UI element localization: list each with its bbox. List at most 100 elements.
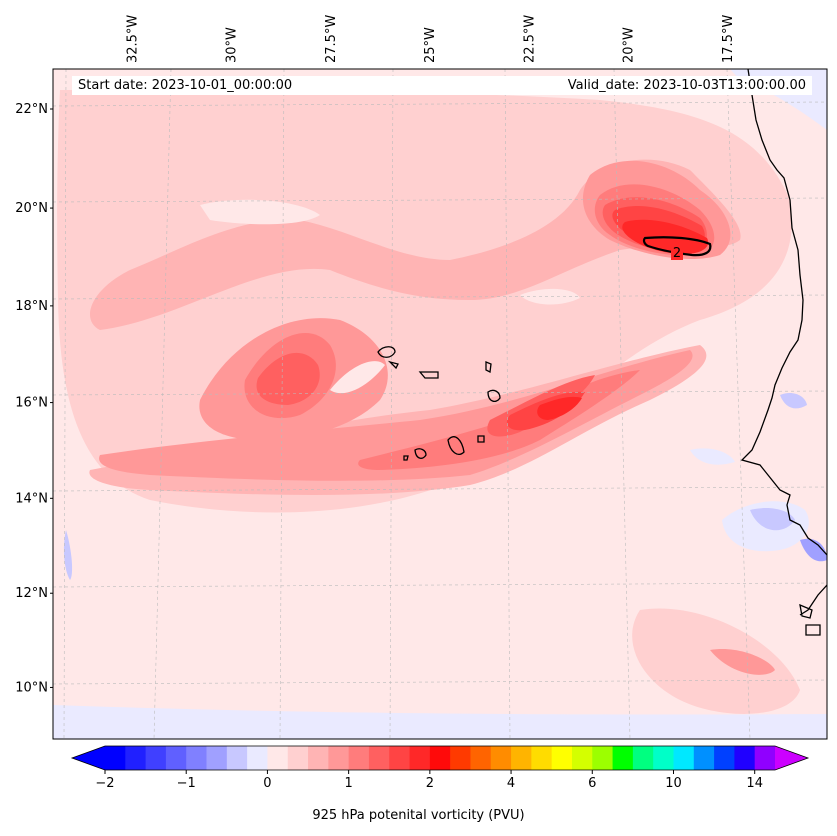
longitude-label: 20°W	[622, 27, 637, 63]
colorbar-bin	[389, 746, 411, 770]
colorbar-bin	[267, 746, 289, 770]
colorbar-bin	[714, 746, 735, 770]
latitude-label: 10°N	[15, 680, 48, 695]
colorbar-bin	[409, 746, 431, 770]
pv-contour-line	[642, 236, 712, 257]
colorbar-tick-label: 6	[588, 776, 596, 791]
latitude-label: 20°N	[15, 201, 48, 216]
negative-pv-area	[63, 530, 73, 580]
island	[805, 624, 821, 636]
positive-pv-area	[90, 159, 741, 330]
coastlines	[377, 69, 827, 636]
africa-coastline	[740, 69, 827, 556]
low-pv-area	[330, 361, 385, 394]
valid-date-label: Valid_date: 2023-10-03T13:00:00.00	[502, 76, 812, 95]
positive-pv-area	[710, 649, 775, 675]
colorbar-tick-label: −2	[95, 776, 114, 791]
colorbar-bin	[571, 746, 593, 770]
colorbar-tick-label: 1	[344, 776, 352, 791]
island	[414, 448, 427, 459]
longitude-label: 30°W	[225, 27, 240, 63]
colorbar-tick-label: 10	[665, 776, 682, 791]
positive-pv-area	[99, 350, 693, 481]
island	[377, 346, 396, 358]
colorbar-bin	[125, 746, 147, 770]
pv-contour-label: 2	[673, 246, 681, 261]
longitude-label: 25°W	[423, 27, 438, 63]
colorbar: −2 −1 0 1 2 4 6 10 14	[70, 745, 810, 791]
colorbar-bin	[328, 746, 350, 770]
low-pv-area	[520, 288, 580, 305]
longitude-label: 32.5°W	[125, 15, 140, 63]
colorbar-bin	[693, 746, 715, 770]
longitude-labels: 32.5°W 30°W 27.5°W 25°W 22.5°W 20°W 17.5°W	[125, 15, 735, 63]
colorbar-label: 925 hPa potenital vorticity (PVU)	[312, 808, 525, 823]
map-frame	[52, 68, 828, 740]
coastline-segment	[799, 584, 827, 616]
longitude-label: 27.5°W	[324, 15, 339, 63]
latitude-label: 14°N	[15, 491, 48, 506]
colorbar-bin	[429, 746, 451, 770]
island	[447, 436, 465, 455]
colorbar-bin	[612, 746, 634, 770]
colorbar-bin	[186, 746, 208, 770]
colorbar-bin	[450, 746, 471, 770]
colorbar-bin	[632, 746, 654, 770]
colorbar-under-arrow	[72, 746, 105, 770]
colorbar-bin	[145, 746, 167, 770]
colorbar-bin	[551, 746, 573, 770]
colorbar-over-arrow	[775, 746, 808, 770]
negative-pv-area	[780, 393, 807, 409]
colorbar-bin	[592, 746, 614, 770]
low-pv-area	[150, 569, 300, 590]
colorbar-bin	[673, 746, 695, 770]
negative-pv-area	[800, 538, 827, 562]
start-date-label: Start date: 2023-10-01_00:00:00	[72, 76, 508, 95]
island	[485, 361, 492, 373]
colorbar-tick-label: −1	[177, 776, 196, 791]
latitude-label: 18°N	[15, 299, 48, 314]
colorbar-bin	[490, 746, 512, 770]
colorbar-bin	[511, 746, 532, 770]
low-pv-area	[200, 199, 320, 225]
colorbar-bin	[226, 746, 248, 770]
pv-shading	[53, 69, 827, 739]
colorbar-bin	[247, 746, 268, 770]
colorbar-tick-label: 4	[507, 776, 515, 791]
colorbar-bin	[470, 746, 492, 770]
latitude-label: 22°N	[15, 102, 48, 117]
longitude-label: 17.5°W	[721, 15, 736, 63]
colorbar-bin	[653, 746, 674, 770]
positive-pv-area	[632, 608, 800, 714]
island	[387, 360, 399, 370]
map-area: 2	[52, 68, 828, 740]
colorbar-bin	[165, 746, 187, 770]
colorbar-bin	[754, 746, 776, 770]
colorbar-bin	[531, 746, 553, 770]
colorbar-bin	[105, 746, 126, 770]
colorbar-tick-label: 14	[746, 776, 763, 791]
latitude-labels: 22°N 20°N 18°N 16°N 14°N 12°N 10°N	[15, 102, 53, 695]
latitude-label: 12°N	[15, 586, 48, 601]
colorbar-bin	[206, 746, 228, 770]
colorbar-bin	[287, 746, 309, 770]
colorbar-bin	[348, 746, 370, 770]
colorbar-tick-label: 0	[263, 776, 271, 791]
colorbar-bin	[368, 746, 390, 770]
longitude-label: 22.5°W	[522, 15, 537, 63]
island	[487, 389, 501, 403]
negative-pv-area	[750, 508, 795, 531]
positive-pv-area	[256, 352, 320, 405]
island	[477, 435, 485, 443]
positive-pv-area	[537, 396, 582, 420]
gridlines	[53, 69, 827, 739]
island	[403, 455, 409, 461]
island	[799, 603, 813, 619]
negative-pv-area	[690, 448, 735, 465]
latitude-label: 16°N	[15, 396, 48, 411]
colorbar-outline	[70, 745, 810, 771]
colorbar-tick-label: 2	[426, 776, 434, 791]
colorbar-bin	[734, 746, 756, 770]
negative-pv-area	[53, 705, 827, 739]
